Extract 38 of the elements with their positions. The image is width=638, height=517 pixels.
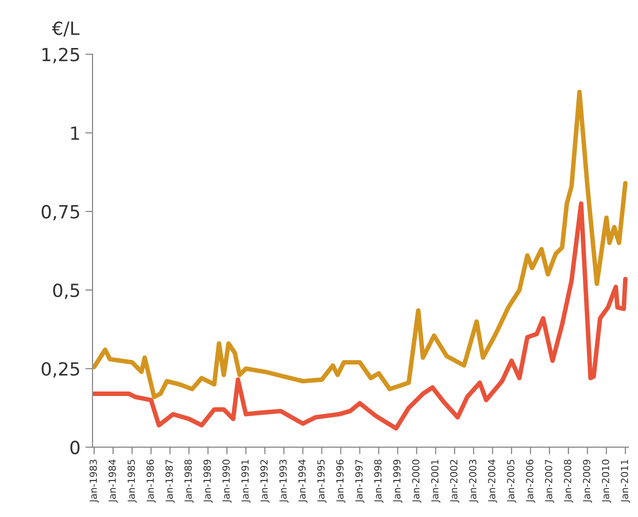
y-tick-label: 0 [70,440,80,454]
x-tick-label: Jan-1990 [222,460,232,503]
x-tick-label: Jan-1985 [128,460,137,503]
y-tick-label: 0,75 [42,204,80,220]
y-tick-label: 1 [71,126,80,140]
x-tick-label: Jan-1996 [336,460,346,503]
x-tick-label: Jan-2011 [620,460,630,503]
x-tick-label: Jan-1986 [146,460,156,503]
x-tick-label: Jan-2007 [544,460,554,503]
y-tick-label: 0,5 [53,283,80,299]
x-tick-label: Jan-2008 [564,460,574,503]
x-tick-label: Jan-1984 [108,460,118,503]
x-tick-label: Jan-1993 [279,460,289,503]
x-tick-label: Jan-2010 [602,460,612,503]
x-tick-label: Jan-2005 [507,460,516,503]
x-tick-label: Jan-1989 [203,460,213,503]
x-tick-label: Jan-1992 [260,460,270,503]
x-tick-label: Jan-1999 [393,460,402,503]
x-tick-label: Jan-2003 [469,460,478,503]
x-tick-label: Jan-1988 [184,460,194,503]
x-tick-label: Jan-1987 [165,460,175,503]
x-tick-label: Jan-1997 [355,460,364,503]
line-series [92,90,628,400]
x-tick-label: Jan-2004 [488,460,498,503]
x-tick-label: Jan-1995 [317,460,326,503]
x-tick-label: Jan-1983 [90,460,99,503]
x-tick-label: Jan-1994 [298,460,308,503]
y-tick-label: 0,25 [42,362,80,378]
x-tick-label: Jan-2002 [450,460,460,503]
x-tick-label: Jan-1991 [241,460,251,503]
y-axis-title: €/L [52,21,80,36]
x-tick-label: Jan-2001 [431,460,440,503]
line-series [92,201,628,431]
y-tick-label: 1,25 [42,48,80,64]
x-tick-label: Jan-2006 [526,460,536,503]
x-tick-label: Jan-2000 [412,460,422,503]
x-tick-label: Jan-2009 [582,460,592,503]
x-tick-label: Jan-1998 [374,460,384,503]
